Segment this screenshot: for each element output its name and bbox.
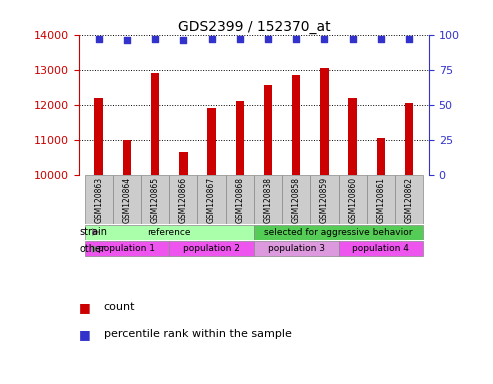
Text: reference: reference xyxy=(147,228,191,237)
Bar xyxy=(349,98,357,175)
Bar xyxy=(197,175,226,223)
Text: GSM120867: GSM120867 xyxy=(207,177,216,223)
Bar xyxy=(84,175,113,223)
Bar xyxy=(254,225,423,240)
Bar xyxy=(264,85,272,175)
Bar xyxy=(254,241,339,257)
Text: GSM120862: GSM120862 xyxy=(405,177,414,223)
Text: GSM120865: GSM120865 xyxy=(150,177,160,223)
Bar xyxy=(292,75,300,175)
Bar xyxy=(208,108,216,175)
Bar xyxy=(395,175,423,223)
Text: GSM120838: GSM120838 xyxy=(264,177,273,223)
Bar xyxy=(320,68,329,175)
Bar xyxy=(179,152,187,175)
Text: GSM120858: GSM120858 xyxy=(292,177,301,223)
Text: strain: strain xyxy=(79,227,107,237)
Text: selected for aggressive behavior: selected for aggressive behavior xyxy=(264,228,413,237)
Title: GDS2399 / 152370_at: GDS2399 / 152370_at xyxy=(177,20,330,33)
Bar xyxy=(236,101,244,175)
Point xyxy=(179,37,187,43)
Point xyxy=(349,36,356,42)
Point xyxy=(151,36,159,42)
Point xyxy=(236,36,244,42)
Text: ■: ■ xyxy=(79,328,91,341)
Bar xyxy=(169,175,197,223)
Text: population 2: population 2 xyxy=(183,244,240,253)
Bar xyxy=(405,103,414,175)
Text: GSM120868: GSM120868 xyxy=(235,177,244,223)
Bar xyxy=(94,98,103,175)
Text: population 4: population 4 xyxy=(352,244,409,253)
Bar xyxy=(339,175,367,223)
Bar xyxy=(226,175,254,223)
Bar xyxy=(367,175,395,223)
Point xyxy=(95,36,103,42)
Bar xyxy=(84,241,169,257)
Text: ■: ■ xyxy=(79,301,91,314)
Bar xyxy=(254,175,282,223)
Bar xyxy=(311,175,339,223)
Text: GSM120859: GSM120859 xyxy=(320,177,329,223)
Bar xyxy=(113,175,141,223)
Bar xyxy=(151,73,159,175)
Bar xyxy=(123,140,131,175)
Point xyxy=(377,36,385,42)
Bar xyxy=(84,225,254,240)
Text: GSM120863: GSM120863 xyxy=(94,177,103,223)
Bar xyxy=(377,138,385,175)
Text: population 1: population 1 xyxy=(99,244,155,253)
Text: count: count xyxy=(104,302,135,312)
Point xyxy=(123,37,131,43)
Bar xyxy=(141,175,169,223)
Bar xyxy=(169,241,254,257)
Text: GSM120864: GSM120864 xyxy=(122,177,131,223)
Point xyxy=(320,36,328,42)
Text: other: other xyxy=(79,244,106,254)
Bar xyxy=(339,241,423,257)
Point xyxy=(405,36,413,42)
Text: population 3: population 3 xyxy=(268,244,325,253)
Text: GSM120860: GSM120860 xyxy=(348,177,357,223)
Text: GSM120866: GSM120866 xyxy=(179,177,188,223)
Point xyxy=(208,36,215,42)
Text: GSM120861: GSM120861 xyxy=(377,177,386,223)
Bar xyxy=(282,175,311,223)
Text: percentile rank within the sample: percentile rank within the sample xyxy=(104,329,291,339)
Point xyxy=(264,36,272,42)
Point xyxy=(292,36,300,42)
